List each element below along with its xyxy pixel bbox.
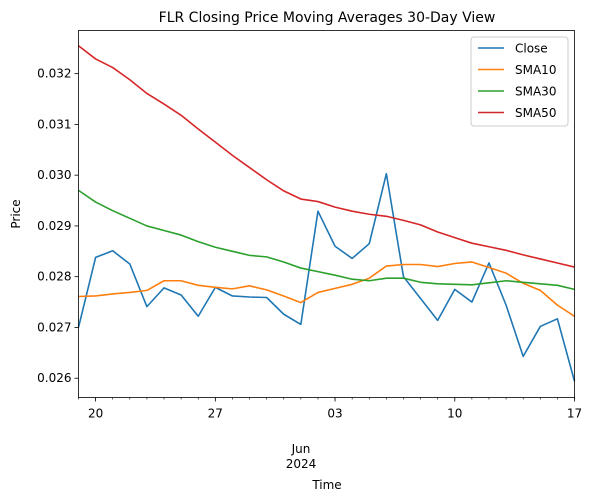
x-tick-label: 20	[88, 407, 103, 421]
x-tick-label: 03	[327, 407, 342, 421]
x-axis-label: Time	[311, 478, 341, 492]
y-tick-label: 0.026	[37, 371, 71, 385]
series-layer	[77, 45, 576, 382]
y-tick-label: 0.029	[37, 219, 71, 233]
y-axis-label: Price	[9, 199, 23, 228]
legend-label-sma10: SMA10	[515, 63, 556, 77]
x-tick-label: 10	[447, 407, 462, 421]
series-line-close	[77, 172, 576, 382]
chart-title: FLR Closing Price Moving Averages 30-Day…	[159, 10, 496, 26]
legend-label-sma50: SMA50	[515, 106, 556, 120]
legend-label-sma30: SMA30	[515, 85, 556, 99]
legend: Close SMA10 SMA30 SMA50	[470, 36, 569, 127]
x-tick-label: 27	[208, 407, 223, 421]
series-line-sma10	[78, 261, 575, 317]
legend-box	[470, 36, 569, 127]
y-tick-label: 0.031	[37, 117, 71, 131]
y-axis: 0.026 0.027 0.028 0.029 0.030 0.031 0.032	[37, 67, 79, 385]
y-tick-label: 0.028	[37, 270, 71, 284]
series-line-sma30	[78, 189, 575, 291]
y-tick-label: 0.027	[37, 320, 71, 334]
x-axis: 20 27 03 10 17	[78, 397, 582, 421]
x-tick-label: 17	[567, 407, 582, 421]
y-tick-label: 0.032	[37, 67, 71, 81]
y-tick-label: 0.030	[37, 168, 71, 182]
x-secondary-label-month: Jun	[291, 442, 311, 456]
plot-frame	[78, 30, 575, 398]
legend-label-close: Close	[515, 42, 548, 56]
legend-items: Close SMA10 SMA30 SMA50	[478, 42, 556, 120]
series-line-sma50	[78, 45, 575, 268]
x-secondary-label-year: 2024	[286, 457, 317, 471]
